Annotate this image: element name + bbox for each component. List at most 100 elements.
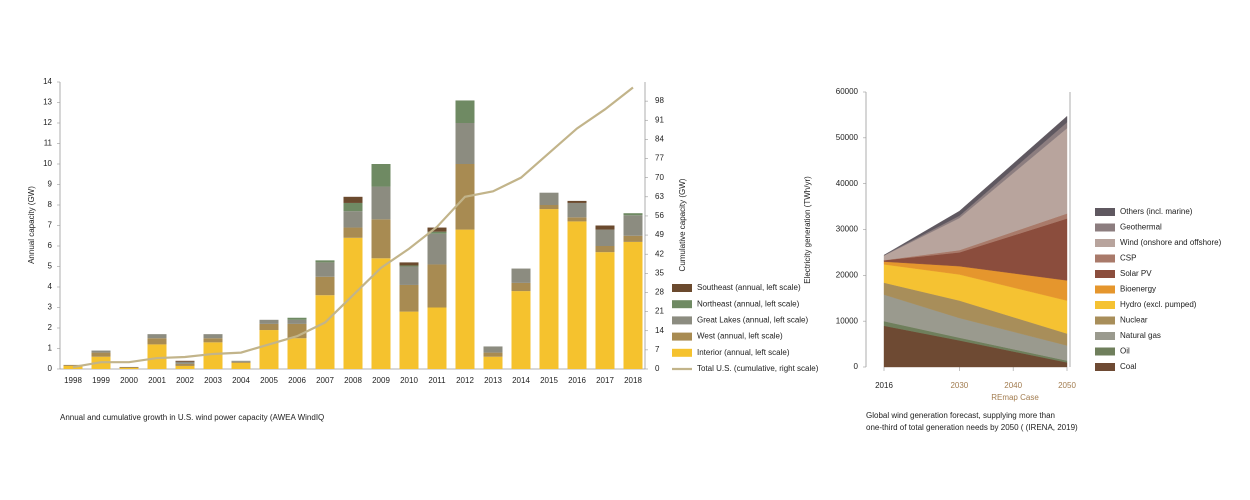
legend-label: Bioenergy (1120, 285, 1156, 294)
bar-segment (315, 262, 335, 277)
area (883, 115, 1068, 256)
legend-label: Hydro (excl. pumped) (1120, 300, 1197, 309)
bar-segment (371, 258, 391, 369)
caption: Annual and cumulative growth in U.S. win… (60, 413, 324, 422)
bar-segment (427, 264, 447, 308)
bar-segment (343, 202, 363, 212)
x-tick-label: 2017 (596, 376, 614, 385)
bar-segment (427, 233, 447, 265)
bar-segment (231, 361, 251, 363)
bar-segment (231, 362, 251, 369)
y-tick-label: 30000 (836, 225, 859, 234)
legend-swatch (1095, 332, 1115, 340)
x-tick-label: 2050 (1058, 381, 1076, 390)
legend-label: Solar PV (1120, 269, 1152, 278)
bar-segment (399, 265, 419, 267)
y-axis-title: Electricity generation (TWh/yr) (803, 176, 812, 284)
bar-segment (231, 360, 251, 362)
bar-segment (399, 311, 419, 369)
x-tick-label: 2004 (232, 376, 250, 385)
x-tick-label: 2005 (260, 376, 278, 385)
y-tick-label: 4 (48, 282, 53, 291)
bar-segment (175, 363, 195, 366)
bar-segment (287, 319, 307, 324)
bar-segment (343, 196, 363, 203)
y2-tick-label: 42 (655, 249, 664, 258)
x-tick-label: 2014 (512, 376, 530, 385)
cumulative-line (72, 86, 634, 369)
y-tick-label: 9 (48, 180, 53, 189)
legend-label: West (annual, left scale) (697, 332, 783, 341)
y2-tick-label: 91 (655, 115, 664, 124)
y2-tick-label: 63 (655, 192, 664, 201)
bar-segment (315, 295, 335, 369)
bar-segment (259, 319, 279, 324)
bar-segment (483, 352, 503, 357)
bar-segment (623, 213, 643, 216)
legend-swatch (1095, 223, 1115, 232)
legend-swatch (672, 300, 692, 309)
bar-segment (399, 266, 419, 285)
x-tick-label: 2009 (372, 376, 390, 385)
x-tick-label: 2040 (1004, 381, 1022, 390)
y2-tick-label: 7 (655, 345, 660, 354)
bar-segment (595, 229, 615, 246)
bar-segment (175, 360, 195, 362)
legend-label: Wind (onshore and offshore) (1120, 238, 1222, 247)
x-tick-label: 2030 (950, 381, 968, 390)
bar-segment (343, 227, 363, 238)
legend-swatch (1095, 301, 1115, 309)
y2-tick-label: 21 (655, 307, 664, 316)
y-tick-label: 13 (43, 98, 52, 107)
y-axis-title: Annual capacity (GW) (27, 186, 36, 264)
bar-segment (595, 252, 615, 369)
bar-segment (91, 352, 111, 357)
bar-segment (203, 334, 223, 339)
bar-segment (567, 202, 587, 218)
x-tick-label: 2007 (316, 376, 334, 385)
bar-segment (147, 334, 167, 339)
bar-segment (259, 323, 279, 331)
y2-tick-label: 98 (655, 96, 664, 105)
x-tick-label: 2000 (120, 376, 138, 385)
x-tick-label: 2010 (400, 376, 418, 385)
y-tick-label: 60000 (836, 87, 859, 96)
bar-segment (63, 364, 83, 366)
bar-segment (399, 262, 419, 266)
bar-segment (203, 338, 223, 343)
legend-swatch (672, 348, 692, 357)
bar-segment (315, 260, 335, 263)
caption: one-third of total generation needs by 2… (866, 423, 1078, 432)
bar-segment (539, 192, 559, 205)
legend-label: Geothermal (1120, 223, 1162, 232)
y-tick-label: 12 (43, 118, 52, 127)
bar-segment (343, 211, 363, 228)
y2-tick-label: 84 (655, 135, 664, 144)
y-tick-label: 10000 (836, 316, 859, 325)
x-tick-label: 2015 (540, 376, 558, 385)
bar-segment (595, 246, 615, 253)
bar-segment (455, 229, 475, 369)
bar-segment (483, 356, 503, 369)
bar-segment (371, 164, 391, 187)
bar-segment (427, 307, 447, 369)
legend-label: Nuclear (1120, 316, 1148, 325)
legend-label: Others (incl. marine) (1120, 207, 1193, 216)
bar-segment (483, 346, 503, 353)
bar-segment (119, 367, 139, 369)
bar-segment (343, 237, 363, 369)
x-tick-label: 2016 (875, 381, 893, 390)
y-tick-label: 3 (48, 303, 53, 312)
legend-swatch (672, 332, 692, 341)
bar-segment (511, 282, 531, 292)
y-tick-label: 10 (43, 159, 52, 168)
bar-segment (91, 350, 111, 353)
y2-tick-label: 49 (655, 230, 664, 239)
bar-segment (511, 268, 531, 283)
y-tick-label: 1 (48, 344, 53, 353)
bar-segment (371, 186, 391, 220)
y-tick-label: 6 (48, 241, 53, 250)
legend-swatch (1095, 363, 1115, 371)
bar-segment (175, 365, 195, 369)
